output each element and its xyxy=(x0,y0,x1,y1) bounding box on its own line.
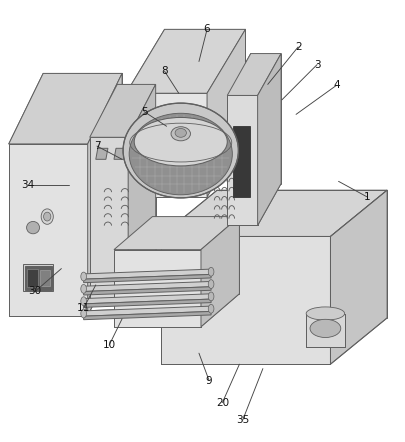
Polygon shape xyxy=(83,274,211,283)
Polygon shape xyxy=(126,29,245,93)
Polygon shape xyxy=(257,53,280,225)
Polygon shape xyxy=(160,236,330,364)
Polygon shape xyxy=(83,306,211,316)
Polygon shape xyxy=(114,250,200,327)
Text: 3: 3 xyxy=(313,60,320,69)
Polygon shape xyxy=(90,137,128,305)
Polygon shape xyxy=(25,266,51,290)
Polygon shape xyxy=(83,269,211,279)
Text: 8: 8 xyxy=(161,66,167,76)
Polygon shape xyxy=(227,53,280,95)
Ellipse shape xyxy=(309,319,340,338)
Polygon shape xyxy=(200,217,239,327)
Polygon shape xyxy=(160,190,386,236)
Text: 2: 2 xyxy=(294,42,301,52)
Ellipse shape xyxy=(81,285,86,293)
Text: 30: 30 xyxy=(28,286,42,297)
Polygon shape xyxy=(40,271,49,286)
Polygon shape xyxy=(128,84,155,305)
Text: 9: 9 xyxy=(205,376,212,385)
Polygon shape xyxy=(114,149,126,159)
Text: 5: 5 xyxy=(141,107,147,117)
Ellipse shape xyxy=(134,118,227,166)
Ellipse shape xyxy=(208,292,213,301)
Polygon shape xyxy=(9,73,122,144)
Polygon shape xyxy=(90,84,155,137)
Polygon shape xyxy=(126,93,207,197)
Ellipse shape xyxy=(208,280,213,289)
Polygon shape xyxy=(305,313,344,347)
Polygon shape xyxy=(96,149,108,159)
Text: 7: 7 xyxy=(94,141,100,151)
Text: 20: 20 xyxy=(215,397,228,408)
Polygon shape xyxy=(9,144,87,316)
Ellipse shape xyxy=(129,113,232,195)
Polygon shape xyxy=(83,294,211,304)
Ellipse shape xyxy=(26,221,39,234)
Ellipse shape xyxy=(175,129,186,137)
Polygon shape xyxy=(87,73,122,316)
Polygon shape xyxy=(114,217,239,250)
Ellipse shape xyxy=(208,305,213,313)
Polygon shape xyxy=(83,287,211,295)
Polygon shape xyxy=(227,95,257,225)
Polygon shape xyxy=(83,282,211,291)
Text: 34: 34 xyxy=(21,180,35,190)
Polygon shape xyxy=(233,126,250,197)
Ellipse shape xyxy=(81,309,86,318)
Ellipse shape xyxy=(208,267,213,276)
Text: 1: 1 xyxy=(362,192,369,202)
Text: 35: 35 xyxy=(235,415,249,425)
Polygon shape xyxy=(207,29,245,197)
Ellipse shape xyxy=(81,297,86,305)
Ellipse shape xyxy=(123,103,238,198)
Ellipse shape xyxy=(41,209,53,224)
Polygon shape xyxy=(23,264,53,291)
Polygon shape xyxy=(27,270,38,287)
Text: 10: 10 xyxy=(102,340,115,350)
Ellipse shape xyxy=(171,127,190,141)
Text: 4: 4 xyxy=(333,80,339,90)
Ellipse shape xyxy=(43,212,51,221)
Ellipse shape xyxy=(81,272,86,281)
Text: 11: 11 xyxy=(77,303,90,313)
Polygon shape xyxy=(330,190,386,364)
Ellipse shape xyxy=(305,307,344,320)
Polygon shape xyxy=(83,299,211,307)
Text: 6: 6 xyxy=(203,24,210,34)
Polygon shape xyxy=(83,312,211,320)
